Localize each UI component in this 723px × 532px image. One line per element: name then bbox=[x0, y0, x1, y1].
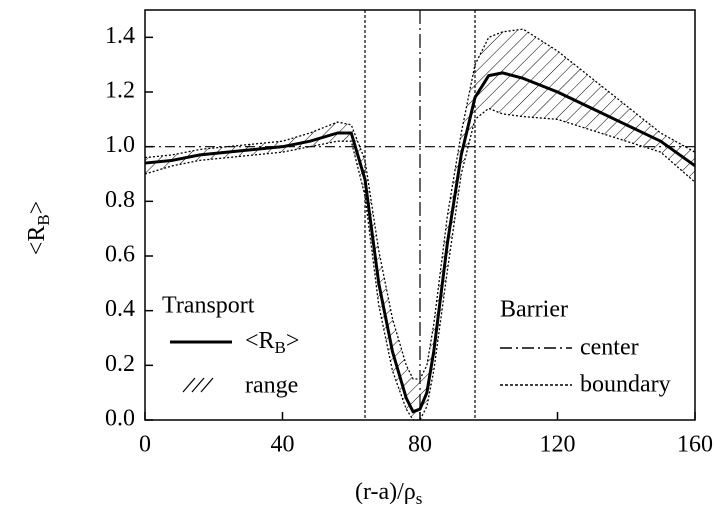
x-tick-label: 80 bbox=[408, 432, 432, 458]
y-tick-label: 1.2 bbox=[105, 78, 135, 104]
legend-label: <RB> bbox=[245, 328, 299, 357]
x-axis-label: (r-a)/ρs bbox=[355, 479, 422, 508]
y-tick-label: 1.0 bbox=[105, 132, 135, 158]
range-upper bbox=[144, 28, 696, 380]
y-axis-label-part: > bbox=[24, 201, 50, 215]
legend-label: boundary bbox=[580, 372, 671, 398]
x-axis-label-sub: s bbox=[416, 489, 423, 508]
legend-title: Transport bbox=[162, 293, 255, 319]
x-tick-label: 160 bbox=[677, 432, 713, 458]
range-lower bbox=[144, 107, 696, 421]
y-tick-label: 0.8 bbox=[105, 187, 135, 213]
x-tick-label: 0 bbox=[139, 432, 151, 458]
y-tick-label: 1.4 bbox=[105, 23, 135, 49]
legend-label: range bbox=[245, 373, 298, 399]
x-tick-label: 40 bbox=[271, 432, 295, 458]
y-tick-label: 0.6 bbox=[105, 242, 135, 268]
legend-hatch bbox=[182, 377, 214, 393]
x-axis-label-part: (r-a)/ρ bbox=[355, 479, 416, 505]
mean-line bbox=[144, 71, 696, 414]
y-axis-label-part: <R bbox=[24, 226, 50, 256]
legend-label: center bbox=[580, 335, 639, 361]
y-axis-label: <RB> bbox=[24, 201, 53, 255]
legend-label-part: <R bbox=[245, 328, 275, 354]
y-tick-label: 0.0 bbox=[105, 406, 135, 432]
y-tick-label: 0.4 bbox=[105, 296, 135, 322]
y-tick-label: 0.2 bbox=[105, 351, 135, 377]
y-axis-label-sub: B bbox=[34, 214, 53, 225]
legend-label-part: > bbox=[286, 328, 300, 354]
legend-title: Barrier bbox=[500, 297, 568, 323]
x-tick-label: 120 bbox=[540, 432, 576, 458]
legend-label-sub: B bbox=[275, 338, 286, 357]
